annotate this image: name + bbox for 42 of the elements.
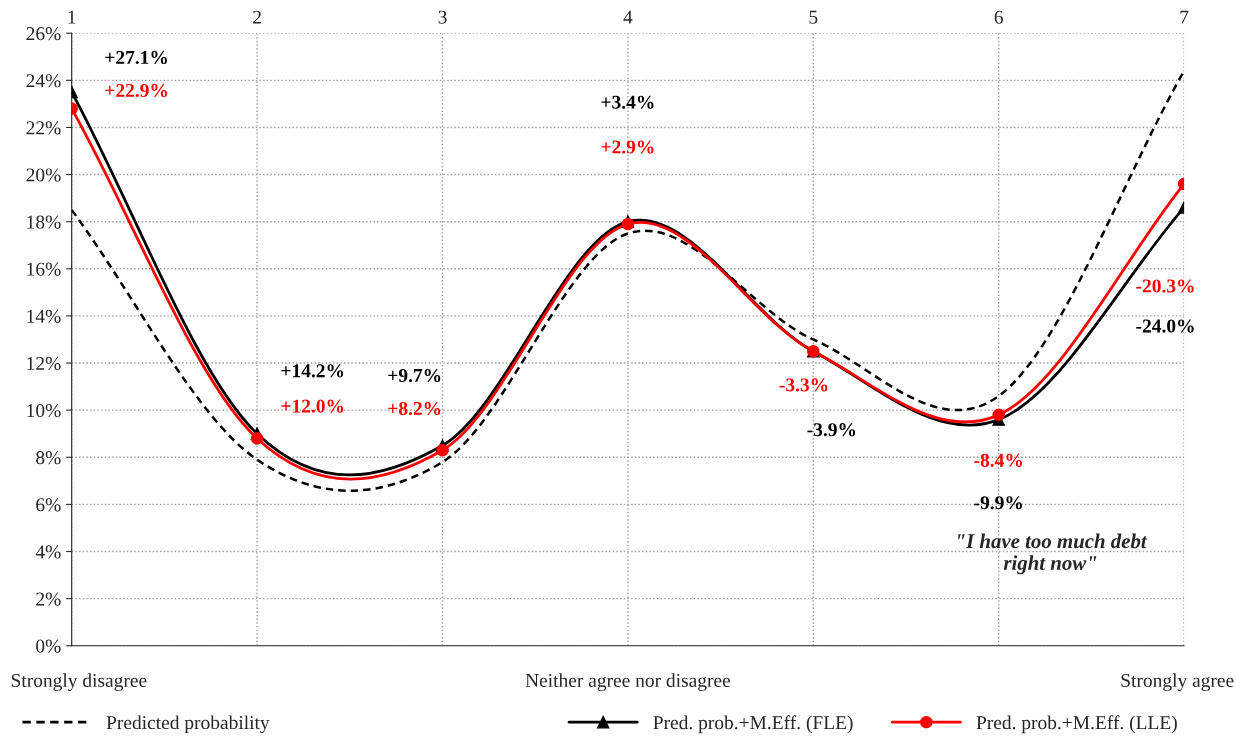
x-tick-label: 6 [994,10,1003,24]
annotation: -3.3% [779,378,828,392]
legend-label: Predicted probability [106,715,270,734]
annotation: +22.9% [105,83,168,98]
annotation: +9.7% [388,368,441,383]
annotation: "I have too much debt right now" [958,533,1148,575]
annotation: +3.4% [601,95,654,109]
annotation: +27.1% [105,50,168,65]
y-tick-label: 24% [26,74,61,88]
y-tick-label: 10% [27,403,61,418]
y-tick-label: 20% [26,168,61,182]
y-tick-label: 0% [36,639,61,653]
y-tick-label: 26% [26,27,61,41]
y-tick-label: 4% [35,545,61,559]
annotation: -3.9% [807,423,856,437]
annotation: -8.4% [974,453,1022,467]
x-tick-label: 3 [438,10,447,24]
y-tick-label: 12% [27,356,61,371]
legend-label: Pred. prob.+M.Eff. (FLE) [653,715,853,734]
annotation: +12.0% [281,399,344,413]
x-tick-label: 2 [253,10,261,24]
annotation: +14.2% [281,364,344,378]
text: Strongly disagree [11,673,147,691]
y-tick-label: 18% [27,215,61,229]
y-tick-label: 14% [27,309,61,323]
x-tick-label: 1 [68,10,76,24]
annotation: +8.2% [388,401,441,416]
legend-label: Pred. prob.+M.Eff. (LLE) [976,715,1177,734]
x-tick-label: 4 [623,10,633,24]
x-tick-label: 5 [809,10,818,24]
annotation: -20.3% [1136,279,1194,293]
text: Strongly agree [1121,673,1234,691]
y-tick-label: 6% [36,498,61,512]
annotation: +2.9% [601,140,654,154]
y-tick-label: 8% [36,451,61,465]
y-tick-label: 22% [26,121,61,135]
annotation: -24.0% [1136,319,1194,333]
y-tick-label: 16% [27,262,61,276]
text: Neither agree nor disagree [525,673,731,691]
annotation: -9.9% [974,496,1022,510]
y-tick-label: 2% [36,592,61,606]
x-tick-label: 7 [1180,10,1189,24]
